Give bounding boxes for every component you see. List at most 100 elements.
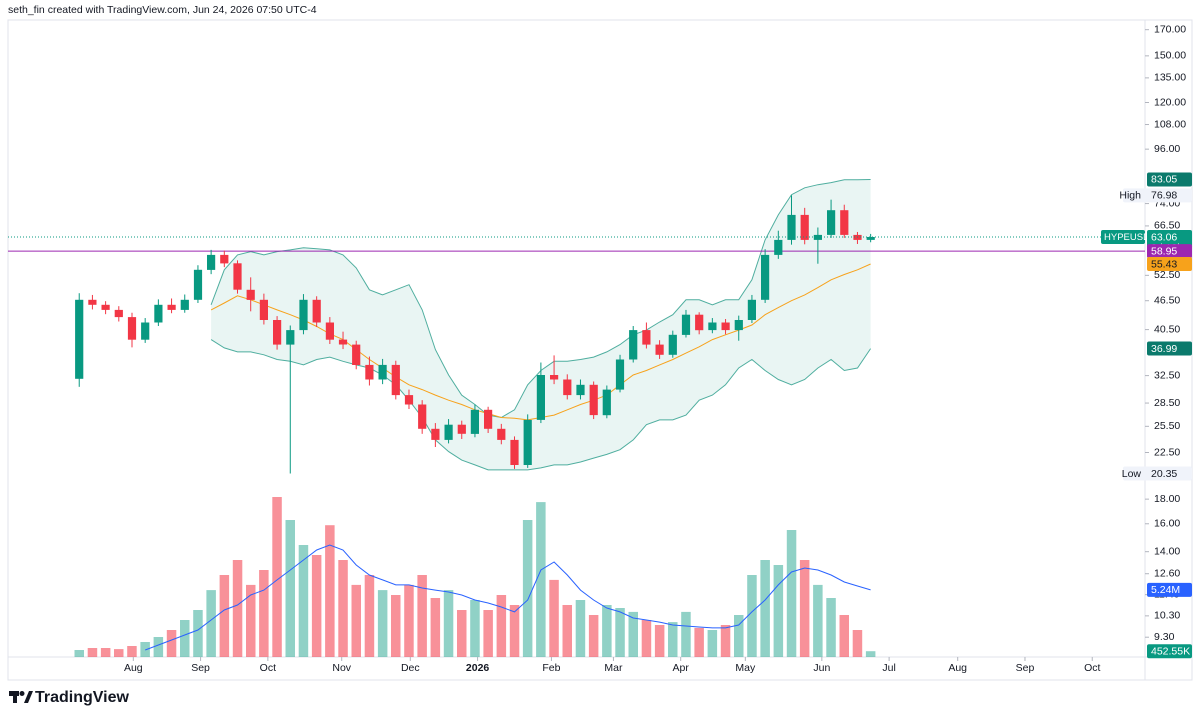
x-tick-label: Dec	[401, 662, 420, 674]
volume-bar	[404, 584, 414, 657]
volume-bar	[417, 575, 427, 657]
volume-bar	[351, 584, 361, 657]
candle-body	[273, 320, 282, 345]
x-tick-label: Apr	[673, 662, 690, 674]
candle-body	[734, 320, 743, 331]
y-tick-label: 66.50	[1154, 220, 1180, 232]
volume-bar	[457, 610, 467, 657]
y-tick-label: 150.00	[1154, 50, 1186, 62]
logo-shape	[19, 691, 25, 696]
candle-body	[747, 299, 756, 320]
volume-ma-tag-bg	[1147, 582, 1192, 597]
bollinger-fill	[211, 179, 871, 470]
candle-body	[813, 234, 822, 240]
candle-body	[708, 322, 717, 331]
candle-body	[615, 359, 625, 390]
volume-bar	[509, 605, 520, 657]
bollinger-lower	[210, 339, 872, 471]
volume-bar	[865, 651, 876, 657]
candle-body	[299, 299, 308, 331]
volume-bar	[285, 520, 295, 657]
volume-bar	[681, 611, 691, 657]
y-tick-label: 52.50	[1154, 269, 1180, 281]
low-tag-value: 20.35	[1151, 468, 1177, 480]
volume-bar	[364, 575, 375, 657]
candle-body	[827, 210, 836, 235]
volume-bar	[615, 608, 625, 657]
volume-bar	[839, 615, 849, 657]
y-tick-label: 14.00	[1154, 545, 1180, 557]
candle-body	[642, 330, 651, 345]
y-tick-label: 96.00	[1154, 143, 1180, 155]
y-tick-label: 40.50	[1154, 323, 1180, 335]
logo-shape	[13, 691, 17, 703]
volume-bar	[166, 630, 177, 657]
candle-body	[101, 304, 110, 310]
candle-body	[431, 428, 440, 440]
candle-body	[470, 409, 479, 434]
candle-body	[866, 237, 875, 240]
x-tick-label: Oct	[1084, 662, 1100, 674]
volume-bar	[536, 502, 546, 657]
x-tick-label: Sep	[1016, 662, 1035, 674]
candle-body	[88, 299, 97, 305]
volume-bar	[338, 560, 348, 657]
x-tick-label: May	[735, 662, 756, 674]
x-tick-label: Feb	[542, 662, 560, 674]
x-tick-label: Oct	[260, 662, 276, 674]
volume-bar	[311, 555, 322, 657]
y-tick-label: 135.00	[1154, 72, 1186, 84]
hline-tag-bg	[1147, 244, 1192, 259]
volume-bar	[114, 649, 124, 657]
candle-body	[457, 424, 466, 434]
volume-bar	[180, 620, 190, 657]
volume-bar	[377, 590, 388, 657]
high-tag-value: 76.98	[1151, 190, 1177, 202]
symbol-tag: HYPEUSDT	[1104, 232, 1156, 243]
x-tick-label: Aug	[948, 662, 967, 674]
volume-ma-tag: 5.24M	[1151, 584, 1180, 596]
volume-bar	[87, 648, 98, 657]
volume-bar	[668, 622, 678, 657]
candle-body	[589, 384, 598, 416]
candle-body	[365, 364, 374, 380]
y-tick-label: 108.00	[1154, 118, 1186, 130]
candle-body	[668, 334, 677, 355]
volume-bar	[74, 650, 84, 657]
candle-body	[523, 419, 532, 465]
candle-body	[444, 424, 453, 440]
x-tick-label: Nov	[332, 662, 351, 674]
lower-band-tag: 36.99	[1151, 343, 1177, 355]
candle-body	[193, 269, 203, 300]
candle-body	[404, 395, 414, 405]
symbol-tag-bg	[1101, 230, 1145, 245]
volume-bar	[483, 610, 493, 657]
candle-body	[75, 299, 84, 379]
volume-bar	[628, 611, 638, 657]
y-tick-label: 10.30	[1154, 610, 1180, 622]
y-tick-label: 120.00	[1154, 96, 1186, 108]
candle-body	[246, 289, 255, 300]
candle-body	[154, 304, 163, 323]
y-tick-label: 46.50	[1154, 294, 1180, 306]
y-tick-label: 16.00	[1154, 518, 1180, 530]
volume-bar	[654, 625, 665, 657]
volume-bar	[602, 605, 612, 657]
hline-tag: 58.95	[1151, 245, 1177, 257]
volume-bar	[232, 560, 243, 657]
volume-bar	[852, 630, 863, 657]
x-tick-label: 2026	[466, 662, 490, 674]
volume-bar	[193, 610, 203, 657]
x-tick-label: Jul	[882, 662, 895, 674]
volume-bar	[219, 575, 230, 657]
volume-bar	[826, 598, 836, 657]
y-tick-label: 28.50	[1154, 397, 1180, 409]
volume-bar	[799, 560, 810, 657]
candle-body	[681, 314, 691, 335]
footer-brand: TradingView	[35, 689, 130, 706]
x-tick-label: Aug	[124, 662, 143, 674]
candle-body	[840, 210, 849, 235]
candle-body	[114, 309, 123, 318]
y-tick-label: 12.60	[1154, 567, 1180, 579]
volume-ma-line	[145, 544, 871, 651]
